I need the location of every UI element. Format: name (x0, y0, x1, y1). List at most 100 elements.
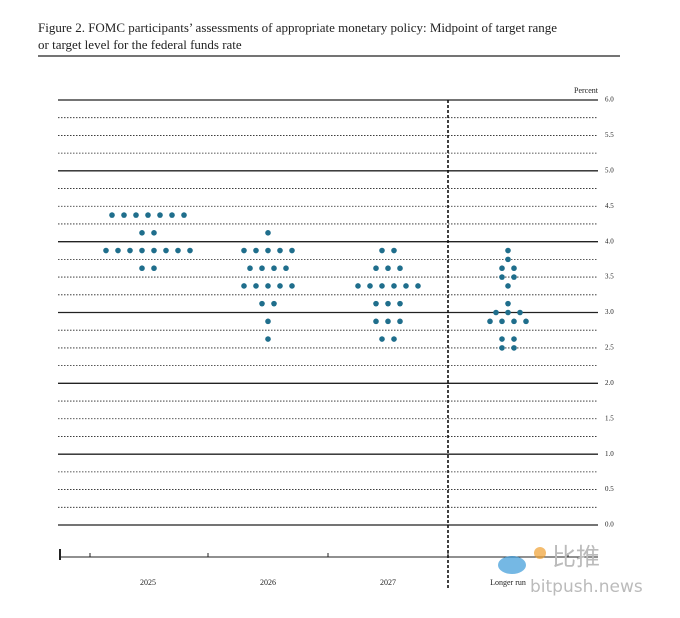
dot (151, 265, 157, 272)
dot (151, 247, 157, 254)
dot (505, 300, 511, 307)
dot (487, 318, 493, 325)
dot (505, 247, 511, 254)
watermark: 比推 (552, 543, 600, 571)
dot (241, 283, 247, 289)
dot (505, 283, 511, 289)
dot (175, 247, 181, 254)
chart-title: Figure 2. FOMC participants’ assessments… (38, 20, 557, 35)
dot (253, 283, 259, 289)
dot (379, 336, 385, 342)
y-tick-label: 3.5 (605, 273, 614, 281)
dot (259, 265, 265, 272)
dot (505, 256, 511, 263)
dot (109, 212, 115, 218)
x-tick-label: Longer run (490, 578, 526, 587)
dot (145, 212, 151, 218)
y-tick-label: 2.5 (605, 344, 614, 352)
dot (379, 283, 385, 289)
dot (391, 336, 397, 342)
dot (499, 345, 505, 351)
dot (271, 300, 277, 307)
dot (283, 265, 289, 272)
dot (241, 247, 247, 254)
dot (265, 336, 271, 342)
watermark-icon (534, 547, 546, 559)
dot (415, 283, 421, 289)
dot (397, 318, 403, 325)
y-tick-label: 5.0 (605, 166, 614, 174)
x-tick-label: 2025 (140, 578, 156, 587)
dot (151, 230, 157, 236)
dot (115, 247, 121, 254)
dot (499, 265, 505, 272)
dot (493, 309, 499, 316)
dot (169, 212, 175, 218)
dot (397, 265, 403, 272)
dot (511, 265, 517, 272)
watermark-bird (498, 556, 526, 574)
dot (181, 212, 187, 218)
dot (373, 300, 379, 307)
dot (139, 230, 145, 236)
chart-title: or target level for the federal funds ra… (38, 37, 242, 52)
y-tick-label: 6.0 (605, 96, 614, 104)
dot (397, 300, 403, 307)
dot (499, 274, 505, 280)
dot (277, 283, 283, 289)
dot (511, 345, 517, 351)
dot (265, 247, 271, 254)
dot (139, 265, 145, 272)
y-tick-label: 4.0 (605, 237, 614, 245)
dot (367, 283, 373, 289)
dot (187, 247, 193, 254)
dot (163, 247, 169, 254)
dot (103, 247, 109, 254)
x-tick-label: 2027 (380, 578, 396, 587)
dot (289, 247, 295, 254)
y-tick-label: 0.0 (605, 521, 614, 529)
dot (517, 309, 523, 316)
dot (511, 336, 517, 342)
dot (277, 247, 283, 254)
dot (121, 212, 127, 218)
dot (259, 300, 265, 307)
y-tick-label: 3.0 (605, 308, 614, 316)
dot (385, 300, 391, 307)
dot (499, 318, 505, 325)
dot (157, 212, 163, 218)
dot (379, 247, 385, 254)
dot (289, 283, 295, 289)
y-tick-label: 5.5 (605, 131, 614, 139)
dot (511, 274, 517, 280)
watermark: bitpush.news (530, 577, 643, 597)
dot (373, 265, 379, 272)
y-axis-label: Percent (574, 86, 599, 95)
dot (265, 283, 271, 289)
y-tick-label: 2.0 (605, 379, 614, 387)
dot (253, 247, 259, 254)
dot (385, 265, 391, 272)
y-tick-label: 0.5 (605, 485, 614, 493)
dot (523, 318, 529, 325)
dot (247, 265, 253, 272)
dot (271, 265, 277, 272)
dot (391, 247, 397, 254)
dot (391, 283, 397, 289)
dot (403, 283, 409, 289)
dot (139, 247, 145, 254)
dot (511, 318, 517, 325)
y-tick-label: 4.5 (605, 202, 614, 210)
y-tick-label: 1.5 (605, 414, 614, 422)
dot (505, 309, 511, 316)
dot (385, 318, 391, 325)
dot (499, 336, 505, 342)
dot (265, 318, 271, 325)
dot (265, 230, 271, 236)
dot (127, 247, 133, 254)
dot (373, 318, 379, 325)
dot (133, 212, 139, 218)
y-tick-label: 1.0 (605, 450, 614, 458)
dot (355, 283, 361, 289)
